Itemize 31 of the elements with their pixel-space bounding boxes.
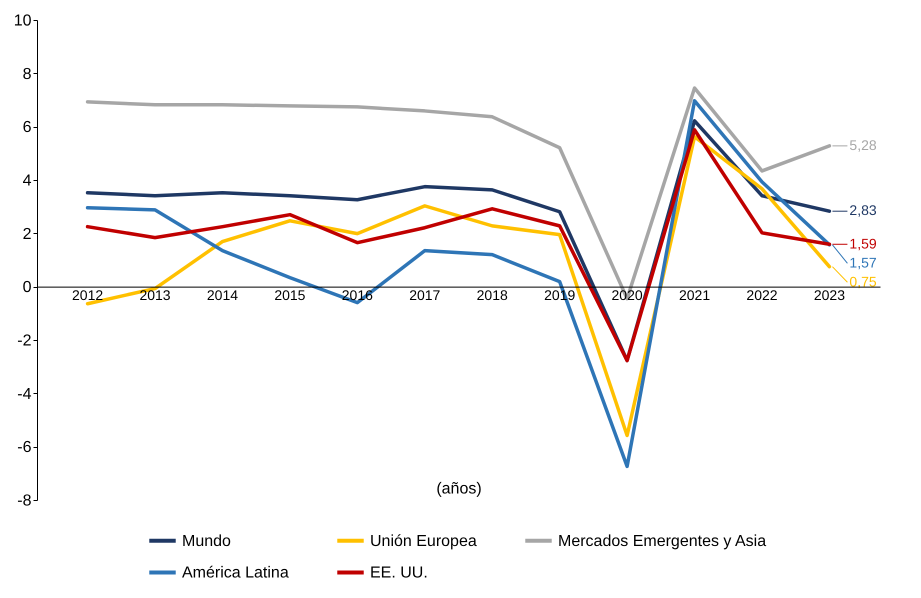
y-tick-label: -6 bbox=[17, 439, 32, 456]
x-axis-title: (años) bbox=[436, 480, 482, 498]
x-tick-label: 2015 bbox=[274, 287, 306, 304]
y-tick-label: 4 bbox=[22, 172, 32, 190]
y-tick-label: 8 bbox=[22, 66, 32, 83]
x-tick-label: 2013 bbox=[139, 287, 171, 304]
legend-label: Mundo bbox=[182, 532, 232, 550]
x-tick-label: 2017 bbox=[409, 287, 441, 304]
y-tick-label: -8 bbox=[17, 492, 32, 510]
legend-label: Mercados Emergentes y Asia bbox=[558, 532, 766, 550]
data-label: 1,59 bbox=[849, 235, 877, 252]
data-label: 1,57 bbox=[849, 254, 877, 270]
x-tick-label: 2014 bbox=[206, 287, 238, 304]
y-tick-label: 0 bbox=[22, 279, 32, 296]
x-tick-label: 2023 bbox=[814, 287, 846, 304]
data-label: 2,83 bbox=[849, 202, 877, 218]
y-tick-label: 2 bbox=[22, 226, 32, 243]
y-tick-label: 6 bbox=[22, 119, 32, 136]
legend-label: Unión Europea bbox=[370, 532, 477, 550]
y-tick-label: 10 bbox=[14, 12, 32, 30]
y-tick-label: -4 bbox=[17, 386, 32, 403]
x-tick-label: 2012 bbox=[72, 287, 104, 304]
y-tick-label: -2 bbox=[17, 332, 32, 350]
data-label: 5,28 bbox=[849, 136, 877, 153]
x-tick-label: 2021 bbox=[678, 287, 710, 304]
data-label: 0,75 bbox=[849, 273, 877, 290]
x-tick-label: 2022 bbox=[746, 287, 778, 304]
x-tick-label: 2018 bbox=[476, 287, 508, 304]
legend-label: América Latina bbox=[182, 564, 289, 582]
legend-label: EE. UU. bbox=[370, 564, 428, 582]
x-tick-label: 2020 bbox=[612, 287, 643, 304]
